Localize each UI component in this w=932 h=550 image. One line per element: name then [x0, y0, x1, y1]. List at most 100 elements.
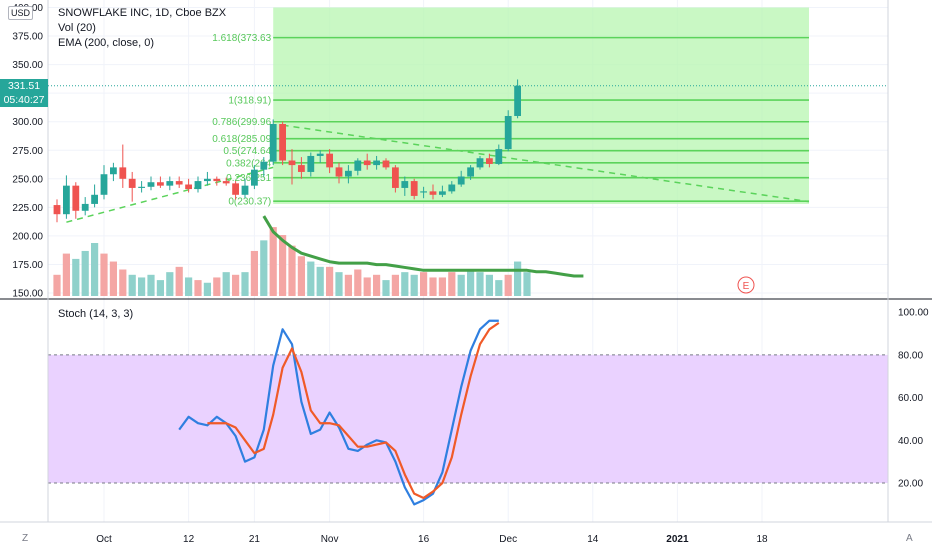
countdown-tag: 05:40:27: [0, 92, 48, 107]
trend-lines[interactable]: [66, 124, 810, 223]
x-tick-label: 18: [756, 534, 768, 545]
x-tick-label: Nov: [321, 534, 339, 545]
ema-line: [262, 215, 584, 278]
currency-badge[interactable]: USD: [8, 6, 34, 20]
candle-body: [166, 181, 174, 186]
stoch-series-k: [178, 319, 499, 506]
y-tick-label: 200.00: [12, 231, 43, 242]
candle-body: [316, 153, 324, 156]
x-tick-label: 12: [183, 534, 195, 545]
fib-label-0.236: 0.236(251: [226, 173, 271, 184]
volume-bar: [297, 256, 305, 296]
candle-body: [175, 181, 183, 185]
volume-bar: [485, 274, 493, 296]
candle-body: [401, 181, 409, 188]
earnings-marker-label: E: [743, 281, 750, 292]
axes: E: [0, 0, 932, 523]
last-price-tag: 331.51: [0, 78, 48, 93]
volume-bar: [514, 261, 522, 296]
fibonacci-extension[interactable]: 0(230.37) 0.236(251 0.382(2640.5(274.640.6…: [212, 7, 809, 208]
axis-ticks: 150.00 175.00 200.00 225.00 250.00 275.00 300.…: [12, 3, 929, 545]
y-tick-label: 350.00: [12, 60, 43, 71]
candle-body: [222, 181, 230, 184]
volume-bar: [138, 277, 146, 296]
candle-body: [448, 184, 456, 192]
candle-body: [81, 203, 89, 211]
x-tick-label: Dec: [499, 534, 517, 545]
volume-bar: [391, 274, 399, 296]
candle-body: [91, 194, 98, 204]
fib-label-0.618: 0.618(285.09: [212, 134, 271, 145]
fib-label-1.618: 1.618(373.63: [212, 33, 271, 44]
x-tick-label: 16: [418, 534, 430, 545]
candle-body: [251, 169, 258, 186]
volume-bar: [307, 261, 315, 296]
candle-body: [204, 178, 211, 182]
y-tick-label: 225.00: [12, 203, 43, 214]
vol-legend[interactable]: Vol (20): [58, 22, 96, 34]
volume-bar: [495, 280, 503, 296]
volume-bar: [232, 274, 240, 296]
fib-label-0.382: 0.382(264: [226, 158, 271, 169]
volume-bar: [175, 266, 183, 296]
zoom-button[interactable]: Z: [22, 533, 29, 544]
stoch-legend[interactable]: Stoch (14, 3, 3): [58, 308, 134, 320]
x-tick-label: Oct: [96, 534, 112, 545]
volume-bar: [476, 272, 484, 296]
volume-bar: [222, 272, 230, 296]
candle-body: [335, 167, 343, 177]
x-tick-label: 21: [249, 534, 261, 545]
volume-bar: [429, 277, 437, 296]
candle-body: [194, 181, 202, 190]
candle-body: [439, 191, 446, 195]
volume-bar: [335, 272, 343, 296]
stoch-y-tick: 80.00: [898, 350, 923, 361]
fib-label-0.786: 0.786(299.96: [212, 117, 271, 128]
volume-bar: [344, 274, 352, 296]
volume-bar: [250, 250, 258, 296]
candle-body: [53, 205, 61, 215]
candle-body: [298, 165, 305, 172]
candle-body: [307, 155, 315, 172]
volume-bar: [62, 253, 70, 296]
stoch-y-tick: 20.00: [898, 479, 923, 490]
volume-bar: [382, 280, 390, 296]
candle-body: [392, 167, 399, 188]
candle-body: [128, 178, 136, 188]
candle-body: [72, 185, 80, 211]
candle-body: [157, 182, 164, 186]
candle-body: [185, 184, 192, 190]
candle-body: [410, 181, 418, 196]
y-tick-label: 250.00: [12, 174, 43, 185]
candle-body: [486, 158, 493, 164]
ema-legend[interactable]: EMA (200, close, 0): [58, 37, 154, 49]
candle-body: [373, 160, 380, 166]
volume-bar: [53, 274, 61, 296]
volume-bar: [316, 266, 324, 296]
fib-label-1: 1(318.91): [228, 96, 271, 107]
candle-body: [326, 153, 333, 168]
candle-body: [504, 115, 512, 150]
volume-bar: [109, 261, 117, 296]
volume-bar: [81, 250, 89, 296]
candle-body: [260, 161, 268, 170]
ema-200-line: [262, 215, 584, 278]
candle-body: [514, 85, 521, 116]
x-tick-label: 14: [587, 534, 599, 545]
candle-body: [100, 174, 108, 195]
volume-bar: [213, 277, 221, 296]
y-tick-label: 300.00: [12, 117, 43, 128]
volume-bar: [100, 253, 108, 296]
auto-scale-button[interactable]: A: [906, 533, 913, 544]
candle-body: [269, 123, 277, 162]
volume-bar: [504, 274, 512, 296]
candle-body: [119, 167, 127, 179]
volume-bar: [194, 280, 202, 296]
volume-bar: [467, 269, 475, 296]
volume-bars: [53, 227, 531, 296]
candle-body: [476, 158, 484, 168]
volume-bar: [448, 272, 456, 296]
candle-body: [420, 191, 427, 193]
candle-body: [495, 149, 503, 164]
